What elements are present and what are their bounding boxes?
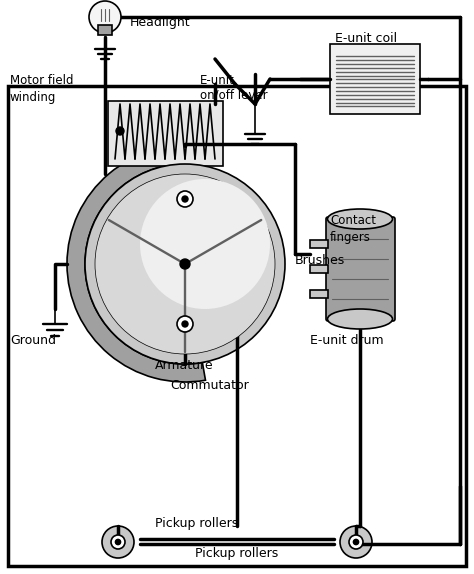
Text: Brushes: Brushes xyxy=(295,254,345,267)
Text: Motor field
winding: Motor field winding xyxy=(10,74,73,104)
Ellipse shape xyxy=(328,209,392,229)
Circle shape xyxy=(177,191,193,207)
Circle shape xyxy=(140,179,270,309)
Bar xyxy=(8,86,466,566)
Circle shape xyxy=(85,164,285,364)
Circle shape xyxy=(354,540,358,545)
Circle shape xyxy=(349,535,363,549)
Text: Pickup rollers: Pickup rollers xyxy=(195,547,279,560)
Text: E-unit drum: E-unit drum xyxy=(310,334,383,347)
Text: Armature: Armature xyxy=(155,359,214,372)
Text: Pickup rollers: Pickup rollers xyxy=(155,517,238,530)
Circle shape xyxy=(102,526,134,558)
Ellipse shape xyxy=(328,309,392,329)
Text: E-unit
on/off lever: E-unit on/off lever xyxy=(200,74,268,102)
Text: Commutator: Commutator xyxy=(170,379,249,392)
Text: Headlight: Headlight xyxy=(130,16,191,29)
Bar xyxy=(310,290,328,298)
Bar xyxy=(310,240,328,248)
Circle shape xyxy=(111,535,125,549)
Circle shape xyxy=(89,1,121,33)
Bar xyxy=(108,101,223,166)
Circle shape xyxy=(340,526,372,558)
Text: E-unit coil: E-unit coil xyxy=(335,32,397,45)
Circle shape xyxy=(95,174,275,354)
Bar xyxy=(310,265,328,273)
Text: Contact
fingers: Contact fingers xyxy=(330,214,376,244)
Bar xyxy=(98,25,112,35)
Circle shape xyxy=(182,321,188,327)
Circle shape xyxy=(182,196,188,202)
Circle shape xyxy=(116,127,124,135)
Bar xyxy=(330,44,420,114)
FancyBboxPatch shape xyxy=(326,217,395,321)
Circle shape xyxy=(116,540,120,545)
Text: Ground: Ground xyxy=(10,334,56,347)
Circle shape xyxy=(180,259,190,269)
Circle shape xyxy=(177,316,193,332)
Wedge shape xyxy=(67,146,206,382)
